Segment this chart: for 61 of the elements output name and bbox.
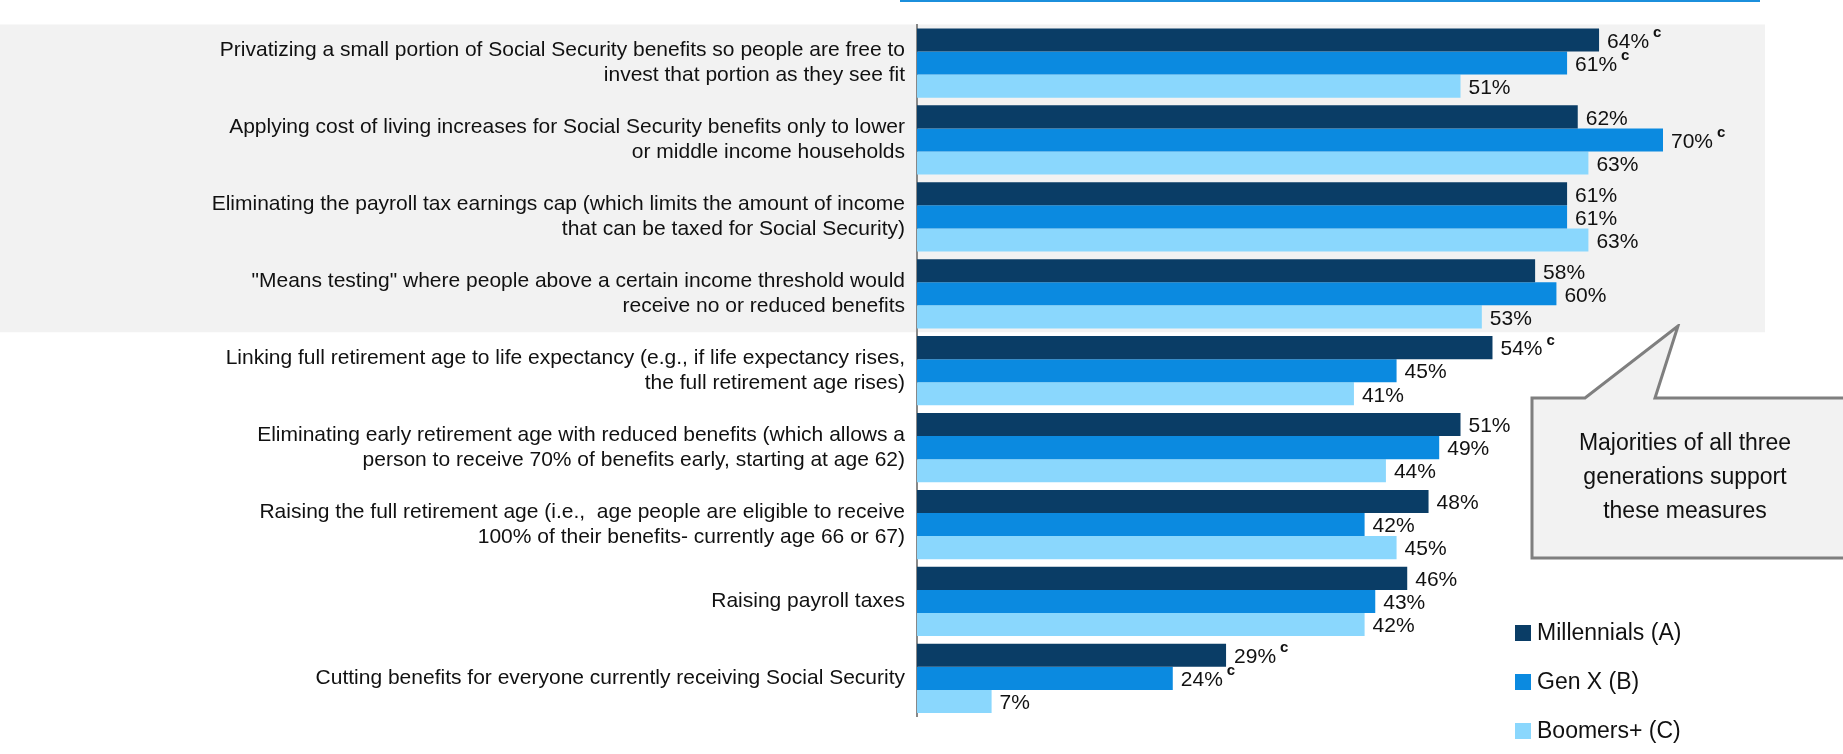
y-tick-label: Cutting benefits for everyone currently receiving Social Security xyxy=(315,665,906,689)
data-label: 45% xyxy=(1404,536,1447,560)
bar xyxy=(917,689,992,713)
data-label: 62% xyxy=(1585,105,1628,129)
legend-label: Gen X (B) xyxy=(1537,668,1640,695)
bar xyxy=(917,612,1365,637)
bar xyxy=(917,489,1429,513)
data-label: 61% xyxy=(1575,182,1618,206)
bar xyxy=(917,536,1397,560)
bar xyxy=(917,359,1397,383)
y-tick-label: Raising the full retirement age (i.e., age people are eligible to receive 100% of their benefits- currently age 66 or 67) xyxy=(259,498,905,547)
data-label: 46% xyxy=(1415,567,1458,591)
data-label: 41% xyxy=(1361,382,1404,406)
bar xyxy=(917,151,1589,175)
data-label: 48% xyxy=(1436,490,1479,514)
bar xyxy=(917,105,1578,129)
y-tick-label: Eliminating early retirement age with reduced benefits (which allows a person to receive 70% of benefits early, starting at age 62) xyxy=(257,421,906,471)
data-label: 51% xyxy=(1468,413,1511,437)
bar xyxy=(917,666,1173,690)
data-label: 42% xyxy=(1372,513,1415,537)
bar xyxy=(917,336,1493,360)
bar xyxy=(917,413,1461,437)
data-label: 43% xyxy=(1383,590,1426,614)
data-label: 61% xyxy=(1575,205,1618,229)
bar xyxy=(917,128,1663,152)
bar xyxy=(917,459,1386,483)
data-label: 63% xyxy=(1596,151,1639,175)
data-label: 58% xyxy=(1543,259,1586,283)
y-tick-label: Applying cost of living increases for Social Security benefits only to lower or middle income households xyxy=(229,114,905,163)
data-label: 45% xyxy=(1404,359,1447,383)
bar xyxy=(917,228,1589,252)
y-tick-label: Privatizing a small portion of Social Security benefits so people are free to invest that portion as they see fit xyxy=(219,37,906,86)
legend-label: Millennials (A) xyxy=(1537,619,1682,646)
annotation: Majorities of all three generations support these measures xyxy=(1577,428,1793,525)
bar xyxy=(917,182,1568,206)
bar xyxy=(917,205,1568,229)
bar xyxy=(917,566,1408,590)
bar xyxy=(917,74,1461,98)
bar xyxy=(917,643,1227,667)
bar xyxy=(917,512,1365,537)
data-label: 63% xyxy=(1596,228,1639,252)
y-tick-label: Linking full retirement age to life expectancy (e.g., if life expectancy rises, the full retirement age rises) xyxy=(225,344,905,394)
y-tick-label: "Means testing" where people above a certain income threshold would receive no or reduced benefits xyxy=(251,267,905,317)
legend-label: Boomers+ (C) xyxy=(1537,717,1681,744)
bar xyxy=(917,51,1568,75)
data-label: 7% xyxy=(999,690,1030,714)
y-tick-label: Raising payroll taxes xyxy=(711,588,905,612)
bar xyxy=(917,259,1536,283)
data-label: 44% xyxy=(1393,459,1436,483)
bar xyxy=(917,436,1440,460)
data-label: 51% xyxy=(1468,74,1511,98)
data-label: 60% xyxy=(1564,282,1607,306)
data-label: 53% xyxy=(1489,305,1532,329)
bar xyxy=(917,28,1600,52)
y-tick-label: Eliminating the payroll tax earnings cap (which limits the amount of income that can be taxed for Social Security) xyxy=(211,191,905,240)
bar xyxy=(917,305,1482,329)
bar xyxy=(917,589,1376,613)
bar xyxy=(917,282,1557,306)
bar xyxy=(917,382,1354,406)
data-label: 49% xyxy=(1447,436,1490,460)
data-label: 42% xyxy=(1372,613,1415,637)
